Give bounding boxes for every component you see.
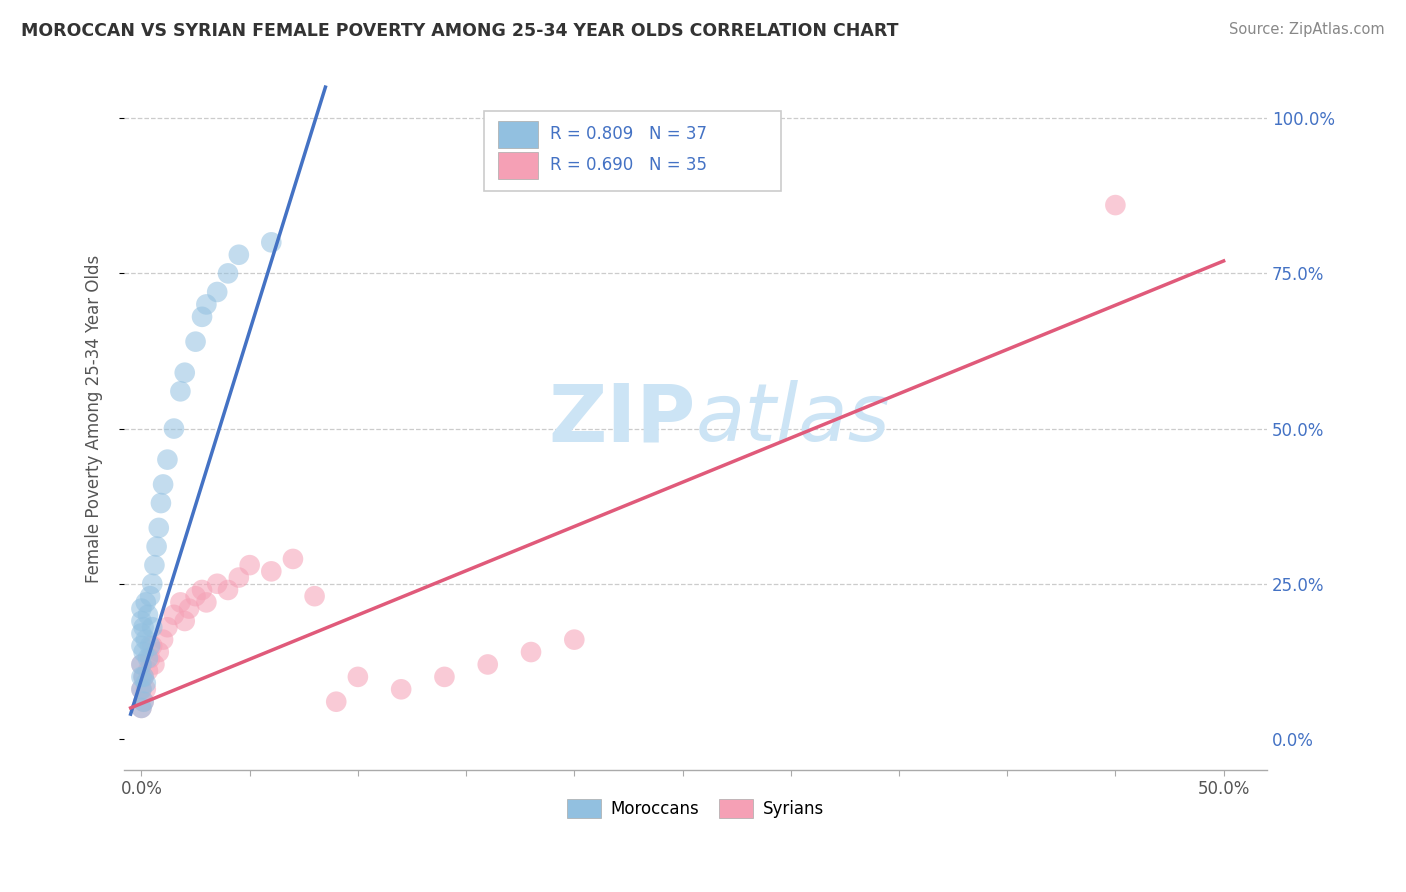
Point xyxy=(281,552,304,566)
Point xyxy=(152,477,174,491)
Point xyxy=(135,632,157,647)
Point xyxy=(239,558,262,573)
Point xyxy=(139,589,162,603)
Point xyxy=(173,614,195,628)
Point xyxy=(148,645,170,659)
Point xyxy=(132,670,155,684)
Point xyxy=(131,626,153,640)
Point xyxy=(139,639,162,653)
Point xyxy=(131,614,153,628)
Point xyxy=(228,248,250,262)
FancyBboxPatch shape xyxy=(498,121,538,148)
Point xyxy=(141,620,163,634)
Text: R = 0.809   N = 37: R = 0.809 N = 37 xyxy=(550,126,707,144)
Point xyxy=(217,582,239,597)
FancyBboxPatch shape xyxy=(484,111,782,191)
Point xyxy=(260,565,283,579)
Point xyxy=(562,632,585,647)
Point xyxy=(131,682,153,697)
Point xyxy=(433,670,456,684)
Point xyxy=(184,334,207,349)
Point xyxy=(191,582,214,597)
Point xyxy=(131,601,153,615)
Point xyxy=(228,570,250,584)
Point xyxy=(152,632,174,647)
Point xyxy=(191,310,214,324)
Point xyxy=(136,607,159,622)
Point xyxy=(132,670,155,684)
Point xyxy=(136,664,159,678)
Point xyxy=(135,595,157,609)
Point xyxy=(131,657,153,672)
Point xyxy=(184,589,207,603)
Point xyxy=(148,521,170,535)
Point xyxy=(1104,198,1126,212)
Point xyxy=(217,266,239,280)
Point xyxy=(141,576,163,591)
Text: Source: ZipAtlas.com: Source: ZipAtlas.com xyxy=(1229,22,1385,37)
Point xyxy=(205,576,228,591)
Point xyxy=(132,695,155,709)
Point xyxy=(149,496,172,510)
Text: MOROCCAN VS SYRIAN FEMALE POVERTY AMONG 25-34 YEAR OLDS CORRELATION CHART: MOROCCAN VS SYRIAN FEMALE POVERTY AMONG … xyxy=(21,22,898,40)
Point xyxy=(136,651,159,665)
Point xyxy=(173,366,195,380)
Point xyxy=(156,620,179,634)
Point xyxy=(260,235,283,250)
Point xyxy=(143,558,166,573)
Point xyxy=(135,676,157,690)
Point xyxy=(347,670,370,684)
Point xyxy=(135,682,157,697)
Point xyxy=(131,639,153,653)
Point xyxy=(389,682,412,697)
Text: R = 0.690   N = 35: R = 0.690 N = 35 xyxy=(550,156,707,174)
FancyBboxPatch shape xyxy=(498,152,538,178)
Point xyxy=(132,695,155,709)
Point xyxy=(195,595,218,609)
Text: ZIP: ZIP xyxy=(548,380,696,458)
Point xyxy=(143,657,166,672)
Point xyxy=(145,540,167,554)
Legend: Moroccans, Syrians: Moroccans, Syrians xyxy=(561,792,831,825)
Y-axis label: Female Poverty Among 25-34 Year Olds: Female Poverty Among 25-34 Year Olds xyxy=(86,255,103,583)
Point xyxy=(131,657,153,672)
Point xyxy=(163,421,186,435)
Point xyxy=(169,595,191,609)
Point xyxy=(156,452,179,467)
Point xyxy=(163,607,186,622)
Point xyxy=(139,651,162,665)
Point xyxy=(205,285,228,299)
Point xyxy=(169,384,191,399)
Point xyxy=(131,701,153,715)
Point xyxy=(131,682,153,697)
Point xyxy=(195,297,218,311)
Point xyxy=(520,645,543,659)
Point xyxy=(141,639,163,653)
Point xyxy=(477,657,499,672)
Point xyxy=(132,645,155,659)
Point xyxy=(132,620,155,634)
Point xyxy=(325,695,347,709)
Point xyxy=(177,601,200,615)
Point xyxy=(304,589,326,603)
Point xyxy=(131,670,153,684)
Point xyxy=(131,701,153,715)
Text: atlas: atlas xyxy=(696,380,890,458)
